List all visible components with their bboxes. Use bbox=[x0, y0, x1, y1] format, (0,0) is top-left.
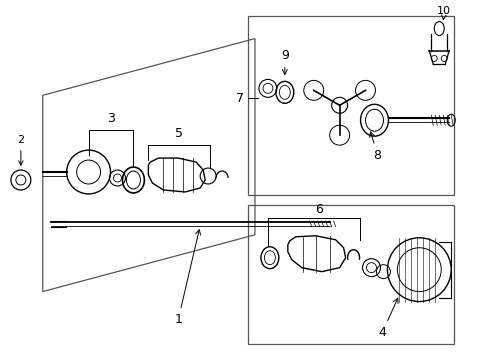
Text: 3: 3 bbox=[107, 112, 115, 125]
Text: 6: 6 bbox=[314, 203, 322, 216]
Text: 4: 4 bbox=[378, 298, 397, 339]
Text: 10: 10 bbox=[436, 6, 450, 19]
Text: 2: 2 bbox=[17, 135, 24, 165]
Text: 7: 7 bbox=[236, 92, 244, 105]
Text: 1: 1 bbox=[174, 230, 200, 326]
Text: 9: 9 bbox=[280, 49, 288, 75]
Text: 5: 5 bbox=[175, 127, 183, 140]
Text: 8: 8 bbox=[369, 132, 381, 162]
